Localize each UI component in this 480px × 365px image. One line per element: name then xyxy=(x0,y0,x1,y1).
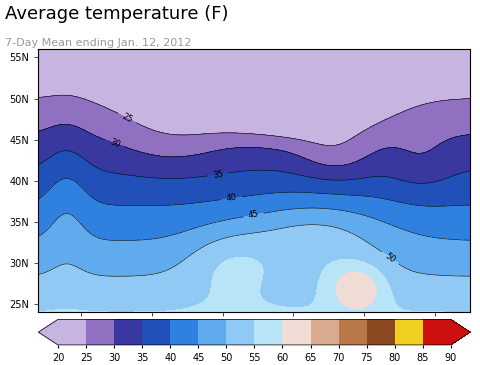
Text: 7-Day Mean ending Jan. 12, 2012: 7-Day Mean ending Jan. 12, 2012 xyxy=(5,38,191,48)
Text: 25: 25 xyxy=(120,112,134,124)
Text: 50: 50 xyxy=(384,251,397,265)
Text: Average temperature (F): Average temperature (F) xyxy=(5,5,228,23)
Text: 35: 35 xyxy=(212,169,224,180)
Text: 45: 45 xyxy=(248,210,260,220)
PathPatch shape xyxy=(38,319,58,345)
Text: 40: 40 xyxy=(225,193,237,203)
PathPatch shape xyxy=(451,319,470,345)
Text: 30: 30 xyxy=(108,137,121,149)
